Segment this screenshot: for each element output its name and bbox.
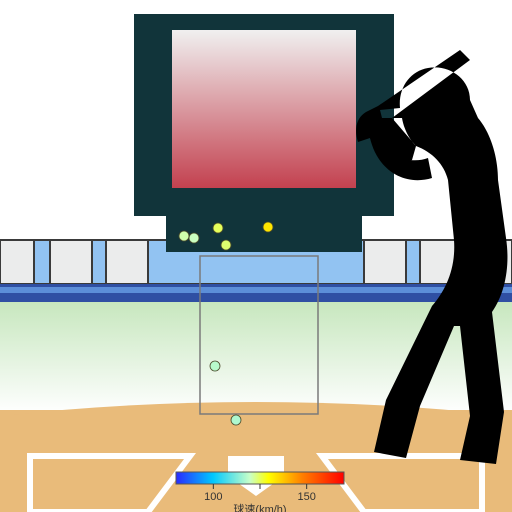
legend-axis-label: 球速(km/h) <box>233 502 286 512</box>
pitch-marker <box>213 223 223 233</box>
stands-panel <box>0 240 34 284</box>
legend-gradient <box>176 472 344 484</box>
pitch-marker <box>221 240 231 250</box>
pitch-marker <box>210 361 220 371</box>
pitch-marker <box>189 233 199 243</box>
pitch-marker <box>263 222 273 232</box>
legend-tick-label: 100 <box>204 491 222 503</box>
stands-panel <box>106 240 148 284</box>
outfield-wall-highlight <box>0 287 512 293</box>
scoreboard-screen <box>172 30 356 188</box>
legend-tick-label: 150 <box>297 491 315 503</box>
pitch-marker <box>179 231 189 241</box>
stands-panel <box>364 240 406 284</box>
pitch-marker <box>231 415 241 425</box>
stands-panel <box>50 240 92 284</box>
